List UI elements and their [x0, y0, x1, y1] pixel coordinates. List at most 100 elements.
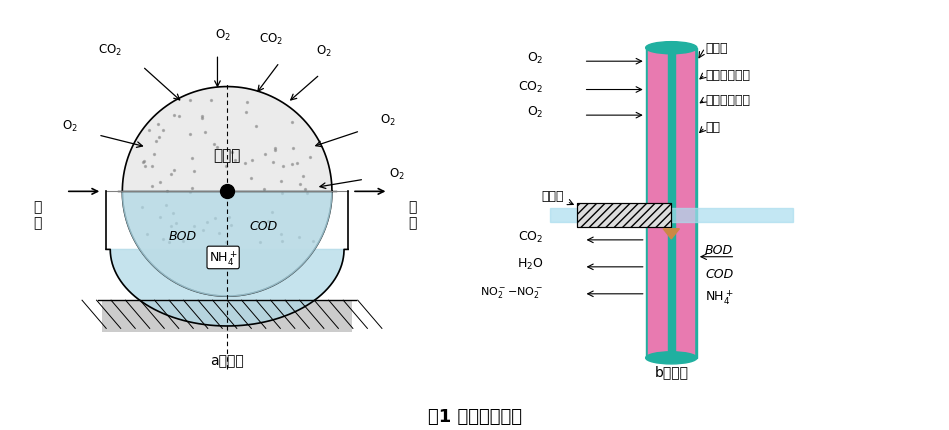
Point: [260, 218, 275, 224]
Point: [284, 161, 299, 168]
Text: 流
出: 流 出: [408, 200, 417, 230]
Text: CO$_2$: CO$_2$: [518, 229, 543, 244]
Point: [244, 157, 259, 164]
FancyBboxPatch shape: [668, 54, 675, 353]
Text: 图1 生物转盘原理: 图1 生物转盘原理: [427, 408, 522, 425]
Point: [299, 190, 314, 197]
Text: 液膜: 液膜: [705, 121, 720, 134]
Text: NH$_4^+$: NH$_4^+$: [209, 249, 237, 267]
Point: [296, 174, 311, 181]
Point: [135, 204, 150, 211]
Text: 圆板体: 圆板体: [705, 42, 728, 55]
Point: [152, 135, 167, 141]
Text: O$_2$: O$_2$: [316, 44, 332, 59]
Ellipse shape: [645, 43, 697, 55]
Point: [158, 203, 174, 209]
Text: CO$_2$: CO$_2$: [518, 79, 543, 95]
Text: 流
入: 流 入: [33, 200, 42, 230]
Point: [153, 214, 168, 221]
Point: [224, 149, 239, 156]
Point: [292, 181, 307, 188]
Text: O$_2$: O$_2$: [527, 51, 543, 66]
Point: [238, 110, 253, 117]
Point: [183, 189, 198, 196]
Polygon shape: [110, 250, 344, 326]
Point: [265, 209, 280, 216]
Text: O$_2$: O$_2$: [388, 166, 404, 181]
FancyBboxPatch shape: [549, 209, 792, 222]
Point: [273, 178, 288, 185]
Ellipse shape: [645, 352, 697, 364]
Point: [136, 160, 151, 166]
Polygon shape: [122, 87, 332, 296]
Point: [163, 223, 178, 230]
Point: [144, 183, 159, 190]
Point: [141, 127, 157, 134]
Point: [261, 224, 276, 230]
FancyBboxPatch shape: [577, 204, 671, 227]
Point: [306, 238, 321, 245]
Point: [186, 223, 201, 230]
Point: [218, 163, 233, 170]
Point: [156, 127, 171, 134]
Point: [289, 160, 305, 167]
Point: [182, 132, 197, 138]
Point: [200, 219, 215, 226]
Point: [163, 171, 178, 178]
Point: [159, 188, 175, 195]
Point: [212, 230, 227, 237]
Point: [197, 129, 213, 136]
Text: COD: COD: [250, 219, 277, 232]
Point: [209, 144, 224, 151]
Point: [237, 160, 252, 167]
Text: O$_2$: O$_2$: [215, 28, 231, 43]
Point: [285, 119, 300, 126]
Point: [166, 112, 181, 119]
Text: 厌气性生物膜: 厌气性生物膜: [705, 69, 750, 82]
FancyBboxPatch shape: [102, 301, 352, 333]
Text: H$_2$O: H$_2$O: [516, 256, 543, 271]
Text: 好气性生物膜: 好气性生物膜: [705, 94, 750, 107]
Point: [166, 167, 181, 174]
Polygon shape: [122, 192, 332, 296]
Point: [169, 220, 184, 227]
Point: [137, 158, 152, 165]
Text: b．断面: b．断面: [654, 364, 688, 378]
Text: O$_2$: O$_2$: [381, 113, 397, 128]
Point: [156, 237, 171, 243]
Point: [180, 235, 195, 242]
Point: [152, 179, 167, 186]
Point: [175, 238, 190, 245]
Text: NH$_4^+$: NH$_4^+$: [705, 288, 734, 307]
Point: [195, 227, 211, 234]
Point: [185, 185, 200, 192]
Text: BOD: BOD: [705, 244, 734, 257]
Point: [303, 154, 318, 161]
Point: [257, 151, 272, 158]
Point: [244, 175, 259, 182]
FancyBboxPatch shape: [645, 49, 697, 358]
Point: [218, 239, 233, 246]
Point: [273, 231, 288, 238]
Point: [204, 97, 219, 104]
Point: [227, 157, 242, 164]
Point: [252, 239, 268, 246]
Point: [140, 231, 155, 238]
Point: [297, 186, 312, 193]
Point: [266, 159, 281, 166]
Point: [292, 234, 307, 241]
Text: CO$_2$: CO$_2$: [99, 43, 122, 58]
Point: [268, 147, 283, 154]
Text: 中心轴: 中心轴: [542, 190, 565, 203]
Text: 生物膜: 生物膜: [214, 148, 241, 163]
Point: [274, 238, 289, 245]
Point: [268, 145, 283, 152]
Point: [166, 210, 181, 217]
Point: [172, 113, 187, 120]
Point: [256, 220, 271, 227]
Point: [195, 114, 210, 121]
Text: NO$_2^-$−NO$_2^-$: NO$_2^-$−NO$_2^-$: [480, 284, 543, 299]
Polygon shape: [663, 229, 679, 240]
Point: [137, 163, 152, 169]
FancyBboxPatch shape: [648, 51, 695, 355]
